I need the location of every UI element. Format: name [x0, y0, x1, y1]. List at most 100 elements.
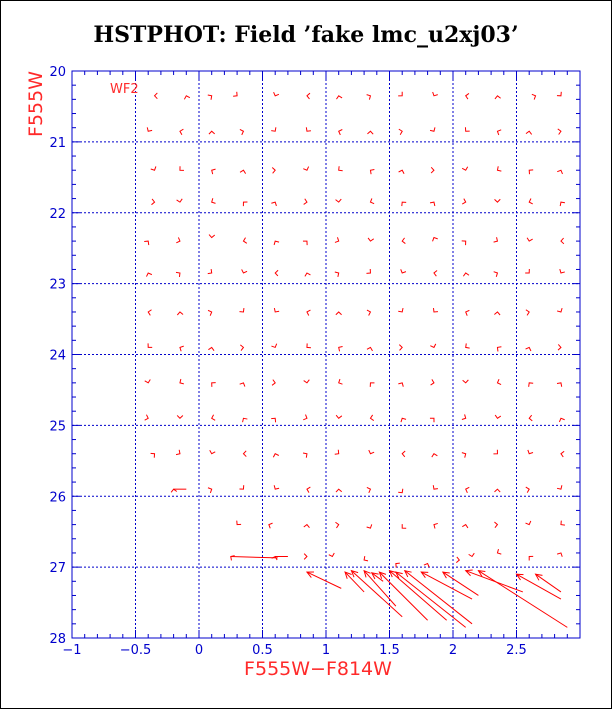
data-point-marker [515, 573, 524, 581]
data-point-marker [302, 240, 308, 246]
data-point-marker [239, 169, 247, 174]
data-point-marker [461, 166, 469, 171]
data-point-marker [241, 269, 248, 274]
data-point-marker [211, 168, 216, 175]
data-point-marker [334, 237, 340, 243]
data-point-marker [304, 272, 311, 277]
data-point-marker [398, 169, 405, 174]
data-point-marker [239, 382, 246, 387]
data-point-marker [239, 128, 245, 136]
data-point-marker [153, 92, 158, 100]
y-tick-label: 22 [49, 207, 66, 222]
data-point-marker [400, 417, 407, 423]
data-point-marker [271, 201, 277, 207]
data-point-marker [273, 240, 280, 246]
data-point-marker [369, 168, 375, 175]
data-point-marker [369, 198, 375, 205]
data-point-marker [303, 198, 308, 205]
x-tick-label: −0.5 [120, 643, 152, 658]
data-point-marker [207, 487, 213, 494]
data-point-marker [242, 417, 248, 423]
data-point-marker [430, 379, 435, 386]
data-point-marker [363, 569, 371, 578]
data-point-marker [303, 414, 308, 421]
y-tick-label: 26 [49, 490, 66, 505]
data-point-marker [147, 309, 152, 316]
data-point-marker [179, 166, 184, 171]
data-point-marker [335, 198, 342, 203]
data-point-marker [496, 166, 502, 172]
offset-vector [306, 571, 342, 589]
data-point-marker [494, 95, 501, 100]
offset-vector [478, 570, 568, 628]
data-point-marker [465, 93, 470, 100]
data-point-marker [398, 307, 404, 313]
data-point-marker [303, 523, 310, 529]
data-point-marker [455, 556, 461, 564]
offset-vector [535, 573, 562, 593]
data-point-marker [462, 272, 470, 277]
x-tick-label: 2 [449, 643, 457, 658]
data-point-marker [556, 91, 562, 97]
data-point-marker [336, 95, 343, 100]
data-point-marker [274, 269, 279, 277]
data-point-marker [400, 269, 407, 274]
data-point-marker [441, 571, 450, 579]
data-point-marker [338, 378, 343, 385]
data-point-marker [528, 169, 534, 175]
data-point-marker [176, 237, 181, 244]
data-point-marker [242, 450, 247, 457]
x-tick-label: 0 [195, 643, 203, 658]
data-point-marker [208, 234, 216, 239]
data-point-marker [211, 382, 216, 387]
data-point-marker [525, 130, 533, 135]
x-tick-label: 1.5 [379, 643, 400, 658]
offset-vector [421, 571, 473, 600]
data-point-marker [236, 520, 242, 526]
data-point-marker [363, 556, 369, 562]
data-point-marker [465, 343, 470, 349]
data-point-marker [334, 271, 340, 278]
panel-label-wf2: WF2 [110, 82, 139, 97]
data-point-marker [176, 415, 184, 419]
data-point-marker [423, 562, 430, 568]
data-point-marker [328, 552, 335, 558]
offset-vector [389, 570, 447, 621]
data-point-marker [208, 346, 215, 351]
data-point-marker [556, 308, 563, 313]
data-point-marker [528, 414, 533, 422]
data-point-marker [461, 198, 467, 205]
data-point-marker [534, 573, 543, 581]
data-point-marker [175, 449, 181, 456]
data-point-marker [525, 268, 530, 274]
data-point-marker [557, 128, 562, 135]
data-point-marker [420, 571, 429, 579]
data-point-marker [493, 237, 499, 243]
data-point-marker [494, 198, 501, 203]
data-point-marker [151, 198, 156, 206]
data-point-marker [306, 309, 311, 316]
data-point-marker [398, 91, 403, 97]
x-tick-label: 0.5 [252, 643, 273, 658]
data-point-marker [430, 166, 435, 174]
data-point-marker [432, 307, 438, 313]
data-point-marker [366, 309, 372, 316]
y-tick-label: 27 [49, 561, 66, 576]
data-point-marker [144, 379, 151, 384]
data-point-marker [368, 449, 375, 455]
offset-vector [230, 555, 278, 559]
data-point-marker [560, 520, 565, 526]
data-point-marker [401, 524, 407, 529]
data-point-marker [207, 268, 213, 275]
data-point-marker [494, 521, 499, 529]
data-point-marker [335, 311, 342, 316]
data-point-marker [394, 571, 403, 579]
data-point-marker [147, 343, 153, 348]
data-point-marker [306, 486, 311, 493]
data-point-marker [242, 237, 248, 244]
data-point-marker [556, 485, 563, 490]
chart-title: HSTPHOT: Field ’fake lmc_u2xj03’ [93, 22, 519, 48]
data-point-marker [367, 130, 374, 135]
data-point-marker [432, 485, 438, 490]
